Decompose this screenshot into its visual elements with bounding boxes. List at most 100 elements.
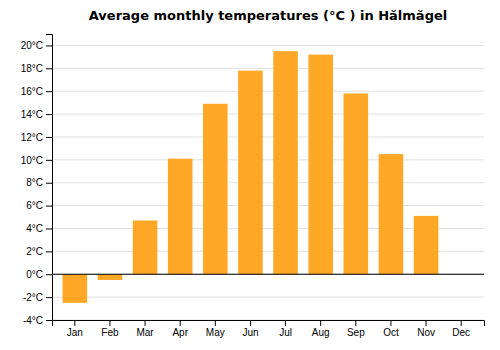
grid-line xyxy=(52,159,484,160)
y-tick-mark xyxy=(46,228,52,229)
x-tick-label: Mar xyxy=(136,327,154,338)
y-tick-mark xyxy=(46,68,52,69)
x-tick: Jun xyxy=(242,320,258,338)
x-tick-mark xyxy=(74,320,75,326)
bar xyxy=(133,220,158,274)
x-tick-mark xyxy=(145,320,146,326)
x-axis: Jan Feb Mar Apr May Jun Jul Aug Sep Oct Nov Dec xyxy=(53,320,485,338)
grid xyxy=(52,45,484,320)
y-tick: 4°C xyxy=(26,223,52,234)
x-tick-mark xyxy=(109,320,110,326)
bar xyxy=(168,159,193,275)
baseline xyxy=(52,274,484,275)
grid-line xyxy=(52,136,484,137)
grid-line xyxy=(52,114,484,115)
y-tick-mark xyxy=(46,274,52,275)
x-tick: Oct xyxy=(383,320,399,338)
bar xyxy=(344,93,369,274)
bar xyxy=(379,154,404,274)
y-tick-label: 18°C xyxy=(21,63,43,74)
grid-line xyxy=(52,205,484,206)
x-tick: Jan xyxy=(67,320,83,338)
y-tick-mark xyxy=(46,91,52,92)
y-tick-label: 10°C xyxy=(21,155,43,166)
y-tick-label: 16°C xyxy=(21,86,43,97)
y-tick: 16°C xyxy=(21,86,52,97)
x-tick-mark xyxy=(320,320,321,326)
grid-line xyxy=(52,45,484,46)
plot: -4°C -2°C 0°C 2°C 4°C 6°C 8°C 10°C 12°C 14°C 16°C 1… xyxy=(21,35,485,339)
grid-line xyxy=(52,297,484,298)
x-tick-mark xyxy=(426,320,427,326)
x-tick: Aug xyxy=(312,320,330,338)
y-tick-mark xyxy=(46,137,52,138)
y-tick-label: -2°C xyxy=(23,292,43,303)
bar xyxy=(273,51,298,274)
x-tick-label: Aug xyxy=(312,327,330,338)
y-tick-mark xyxy=(46,206,52,207)
x-tick-label: Apr xyxy=(172,327,188,338)
chart: -4°C -2°C 0°C 2°C 4°C 6°C 8°C 10°C 12°C 14°C 16°C 1… xyxy=(0,0,500,350)
y-tick: 12°C xyxy=(21,132,52,143)
x-tick: Nov xyxy=(417,320,435,338)
x-tick: Mar xyxy=(136,320,154,338)
y-tick: -4°C xyxy=(23,315,52,326)
y-tick-label: 12°C xyxy=(21,132,43,143)
grid-line xyxy=(52,274,484,275)
x-tick-mark xyxy=(355,320,356,326)
x-tick-label: Sep xyxy=(347,327,365,338)
bar xyxy=(414,216,439,274)
y-tick: 14°C xyxy=(21,109,52,120)
grid-line xyxy=(52,182,484,183)
y-tick-label: 8°C xyxy=(26,177,43,188)
x-tick-label: Jul xyxy=(279,327,292,338)
y-tick-label: 4°C xyxy=(26,223,43,234)
x-tick-mark xyxy=(461,320,462,326)
y-tick-mark xyxy=(46,297,52,298)
y-tick: -2°C xyxy=(23,292,52,303)
title: Average monthly temperatures (°C ) in Hă… xyxy=(89,8,447,23)
grid-line xyxy=(52,91,484,92)
y-tick: 6°C xyxy=(26,200,52,211)
x-tick-label: Jan xyxy=(67,327,83,338)
x-tick-label: Nov xyxy=(417,327,435,338)
x-tick-mark xyxy=(390,320,391,326)
y-tick-label: 14°C xyxy=(21,109,43,120)
x-tick-label: Jun xyxy=(242,327,258,338)
y-tick-label: 20°C xyxy=(21,40,43,51)
x-tick-mark xyxy=(215,320,216,326)
x-axis-line xyxy=(53,321,485,327)
y-tick-mark xyxy=(46,183,52,184)
x-tick-label: Dec xyxy=(452,327,470,338)
x-tick: Feb xyxy=(101,320,119,338)
bar xyxy=(308,55,333,275)
y-tick-mark xyxy=(46,160,52,161)
y-axis: -4°C -2°C 0°C 2°C 4°C 6°C 8°C 10°C 12°C 14°C 16°C 1… xyxy=(21,35,53,326)
y-tick: 8°C xyxy=(26,177,52,188)
y-tick-mark xyxy=(46,320,52,321)
y-tick: 10°C xyxy=(21,155,52,166)
bar xyxy=(238,71,263,275)
x-tick: Apr xyxy=(172,320,188,338)
x-tick: Jul xyxy=(279,320,292,338)
x-tick-mark xyxy=(250,320,251,326)
y-tick: 2°C xyxy=(26,246,52,257)
x-tick-label: May xyxy=(206,327,225,338)
x-tick-mark xyxy=(285,320,286,326)
y-tick-label: 0°C xyxy=(26,269,43,280)
y-tick-label: 6°C xyxy=(26,200,43,211)
x-tick-label: Feb xyxy=(101,327,119,338)
y-tick: 0°C xyxy=(26,269,52,280)
bar xyxy=(98,274,123,280)
y-tick: 18°C xyxy=(21,63,52,74)
bar xyxy=(63,274,88,303)
y-tick: 20°C xyxy=(21,40,52,51)
y-tick-mark xyxy=(46,114,52,115)
bar xyxy=(203,104,228,274)
y-tick-mark xyxy=(46,251,52,252)
x-tick: May xyxy=(206,320,225,338)
x-tick: Sep xyxy=(347,320,365,338)
y-tick-label: 2°C xyxy=(26,246,43,257)
x-tick-mark xyxy=(180,320,181,326)
y-tick-label: -4°C xyxy=(23,315,43,326)
